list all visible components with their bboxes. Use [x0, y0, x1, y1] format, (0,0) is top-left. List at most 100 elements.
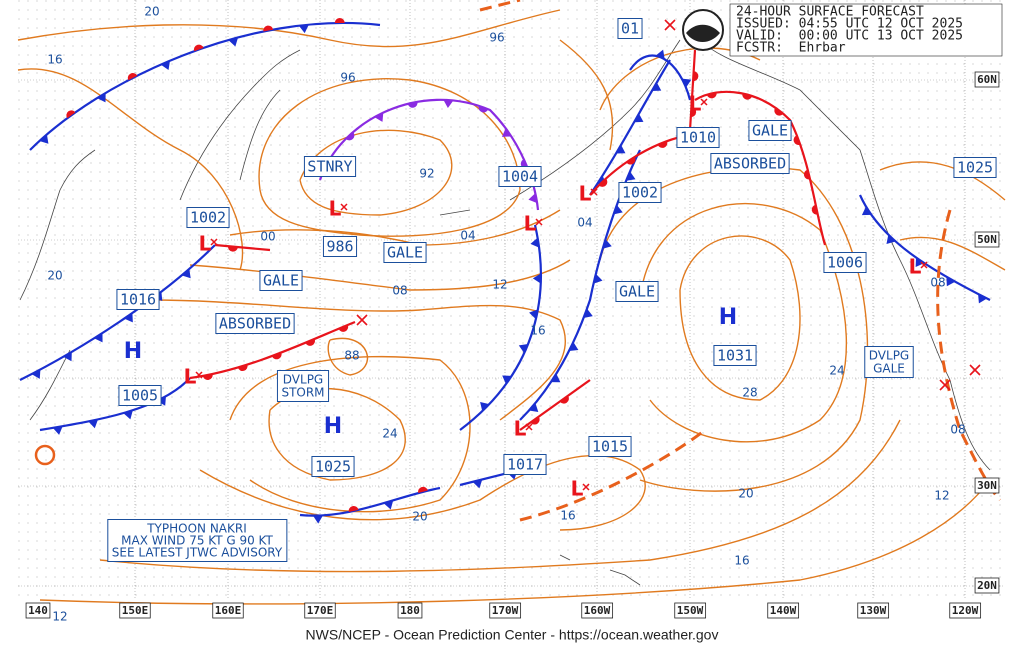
- isobar-label: 04: [577, 216, 592, 230]
- boxed-label: GALE: [387, 244, 423, 262]
- label-box: [498, 166, 542, 187]
- boxed-label: 1002: [622, 184, 658, 202]
- noaa-logo: [682, 9, 724, 51]
- note-line: GALE: [873, 362, 905, 376]
- note-line: STORM: [281, 386, 324, 400]
- low-center: L: [909, 255, 922, 279]
- front-symbol: [978, 293, 987, 304]
- longitude-box: [212, 602, 244, 619]
- front-symbol: [480, 402, 490, 412]
- front-symbol: [550, 373, 561, 383]
- low-center: L: [514, 417, 527, 441]
- boxed-label: STNRY: [307, 158, 352, 176]
- front-symbol: [655, 49, 665, 60]
- front-symbol: [66, 110, 76, 119]
- front-symbol: [228, 37, 239, 47]
- front-stat: [29, 21, 381, 151]
- isobar-label: 16: [47, 53, 62, 67]
- front-symbol: [31, 369, 41, 379]
- isobar-label: 00: [260, 230, 275, 244]
- boxed-label: 1006: [827, 254, 863, 272]
- isobar-label: 20: [412, 510, 427, 524]
- label-box: [259, 270, 303, 291]
- low-position: [340, 203, 348, 211]
- longitude-box: [949, 602, 982, 619]
- boxed-label: 1005: [122, 387, 158, 405]
- label-box: [588, 436, 632, 457]
- front-symbol: [583, 308, 593, 319]
- high-center: H: [124, 339, 142, 364]
- latitude-label: 30N: [977, 479, 997, 492]
- boxed-label: ABSORBED: [714, 155, 786, 173]
- front-symbol: [407, 101, 418, 108]
- latitude-label: 20N: [977, 579, 997, 592]
- front-symbol: [528, 193, 538, 204]
- longitude-label: 170W: [492, 604, 519, 617]
- front-symbol: [774, 107, 784, 116]
- longitude-label: 180: [400, 604, 420, 617]
- forecast-position: [969, 364, 981, 376]
- longitude-box: [489, 602, 522, 619]
- note-box: [107, 519, 288, 562]
- front-cold: [19, 244, 216, 381]
- forecast-position: [939, 379, 951, 391]
- header-line: 24-HOUR SURFACE FORECAST: [736, 5, 924, 20]
- low-center: L: [524, 212, 537, 236]
- longitude-box: [119, 602, 151, 619]
- longitude-box: [397, 602, 423, 619]
- longitude-box: [25, 602, 51, 619]
- front-symbol: [706, 92, 717, 99]
- latitude-box: [974, 231, 1000, 248]
- front-stat: [299, 486, 441, 517]
- latitude-box: [974, 477, 1000, 494]
- label-box: [322, 236, 358, 257]
- front-symbol: [886, 234, 896, 244]
- low-center: L: [329, 197, 342, 221]
- boxed-label: GALE: [263, 272, 299, 290]
- isobar-label: 20: [738, 487, 753, 501]
- longitude-box: [767, 602, 800, 619]
- front-symbol: [634, 113, 644, 123]
- isobar-label: 92: [419, 167, 434, 181]
- front-symbol: [657, 141, 668, 148]
- label-box: [823, 252, 867, 273]
- latitude-label: 60N: [977, 73, 997, 86]
- front-symbol: [374, 112, 384, 122]
- boxed-label: 01: [621, 20, 639, 38]
- front-symbol: [443, 99, 454, 109]
- note-line: DVLPG: [869, 349, 909, 363]
- isobar-label: 16: [560, 509, 575, 523]
- low-position: [210, 238, 218, 246]
- low-position: [582, 483, 590, 491]
- front-trough: [519, 428, 706, 522]
- front-symbol: [298, 24, 309, 34]
- front-symbol: [305, 338, 316, 346]
- front-symbol: [193, 44, 204, 52]
- front-symbol: [124, 312, 133, 323]
- isobar-label: 16: [530, 324, 545, 338]
- front-symbol: [160, 60, 170, 71]
- label-box: [383, 242, 427, 263]
- boxed-label: ABSORBED: [219, 315, 291, 333]
- front-symbol: [616, 144, 626, 154]
- front-symbol: [602, 239, 612, 249]
- front-symbol: [811, 204, 818, 215]
- front-symbol: [693, 71, 699, 82]
- front-symbol: [915, 257, 925, 267]
- isobar-label: 96: [489, 31, 504, 45]
- front-symbol: [803, 169, 811, 180]
- front-symbol: [518, 343, 529, 354]
- latitude-box: [974, 71, 1000, 88]
- front-symbol: [39, 134, 49, 144]
- front-cold: [589, 59, 671, 196]
- label-box: [615, 281, 659, 302]
- front-cold: [858, 194, 991, 301]
- front-symbol: [63, 351, 72, 362]
- low-position: [535, 218, 543, 226]
- note-box: [276, 370, 330, 402]
- note-line: DVLPG: [283, 373, 323, 387]
- labels: STNRY 1002 986 GALE GALE ABSORBED 1016 1005 1025…: [34, 5, 997, 624]
- front-symbol: [501, 128, 512, 137]
- front-symbol: [418, 486, 428, 494]
